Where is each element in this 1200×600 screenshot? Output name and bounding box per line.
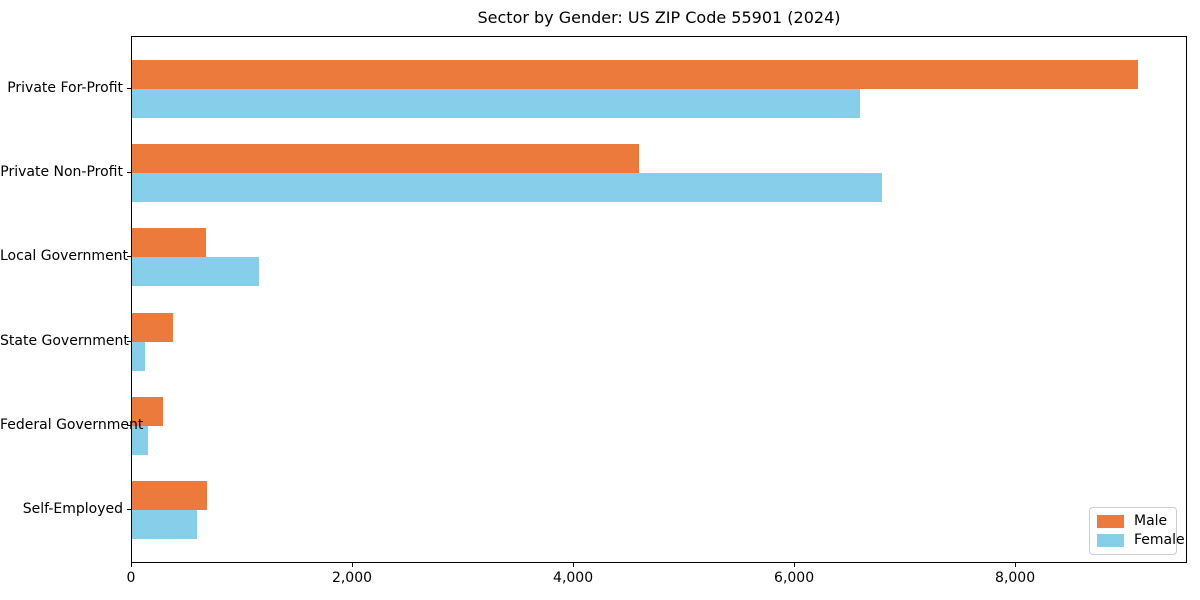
x-tick-label-4-000: 4,000 — [553, 570, 594, 586]
y-tick-mark — [127, 424, 131, 426]
y-tick-mark — [127, 509, 131, 510]
legend-swatch-female-icon — [1097, 534, 1124, 547]
legend-swatch-male-icon — [1097, 515, 1124, 528]
y-tick-mark — [127, 340, 131, 342]
bar-male-private-non-profit — [132, 144, 640, 174]
x-tick-label-8-000: 8,000 — [995, 570, 1036, 586]
x-tick-label-0: 0 — [126, 570, 136, 586]
legend-entry-male: Male — [1097, 514, 1168, 529]
category-label-federal-government: Federal Government — [0, 416, 144, 433]
x-tick-label-6-000: 6,000 — [774, 570, 815, 586]
legend: Male Female — [1089, 507, 1185, 555]
x-tick-mark — [573, 563, 575, 567]
category-label-local-government: Local Government — [0, 248, 129, 265]
chart-title: Sector by Gender: US ZIP Code 55901 (202… — [477, 8, 841, 27]
bar-male-local-government — [132, 228, 206, 258]
bar-female-state-government — [132, 341, 146, 371]
x-tick-mark — [1015, 563, 1017, 567]
category-label-private-non-profit: Private Non-Profit — [0, 164, 123, 181]
bar-female-private-for-profit — [132, 89, 861, 118]
category-label-state-government: State Government — [0, 332, 129, 349]
category-label-self-employed: Self-Employed — [22, 501, 123, 517]
y-tick-mark — [127, 256, 131, 258]
bar-female-private-non-profit — [132, 173, 883, 203]
bar-male-state-government — [132, 312, 173, 342]
legend-label-male: Male — [1134, 513, 1168, 529]
bar-male-private-for-profit — [132, 60, 1138, 89]
y-tick-mark — [127, 88, 131, 89]
bar-male-self-employed — [132, 481, 208, 510]
category-label-private-for-profit: Private For-Profit — [7, 80, 123, 96]
bar-female-self-employed — [132, 510, 198, 539]
x-tick-mark — [794, 563, 796, 567]
plot-area — [131, 36, 1187, 563]
bar-male-federal-government — [132, 396, 163, 426]
legend-label-female: Female — [1134, 532, 1185, 548]
x-tick-mark — [131, 563, 132, 567]
legend-entry-female: Female — [1097, 533, 1185, 548]
x-tick-label-2-000: 2,000 — [331, 570, 373, 586]
bar-female-local-government — [132, 257, 260, 287]
bar-female-federal-government — [132, 425, 148, 455]
x-tick-mark — [352, 563, 353, 567]
y-tick-mark — [127, 172, 131, 174]
